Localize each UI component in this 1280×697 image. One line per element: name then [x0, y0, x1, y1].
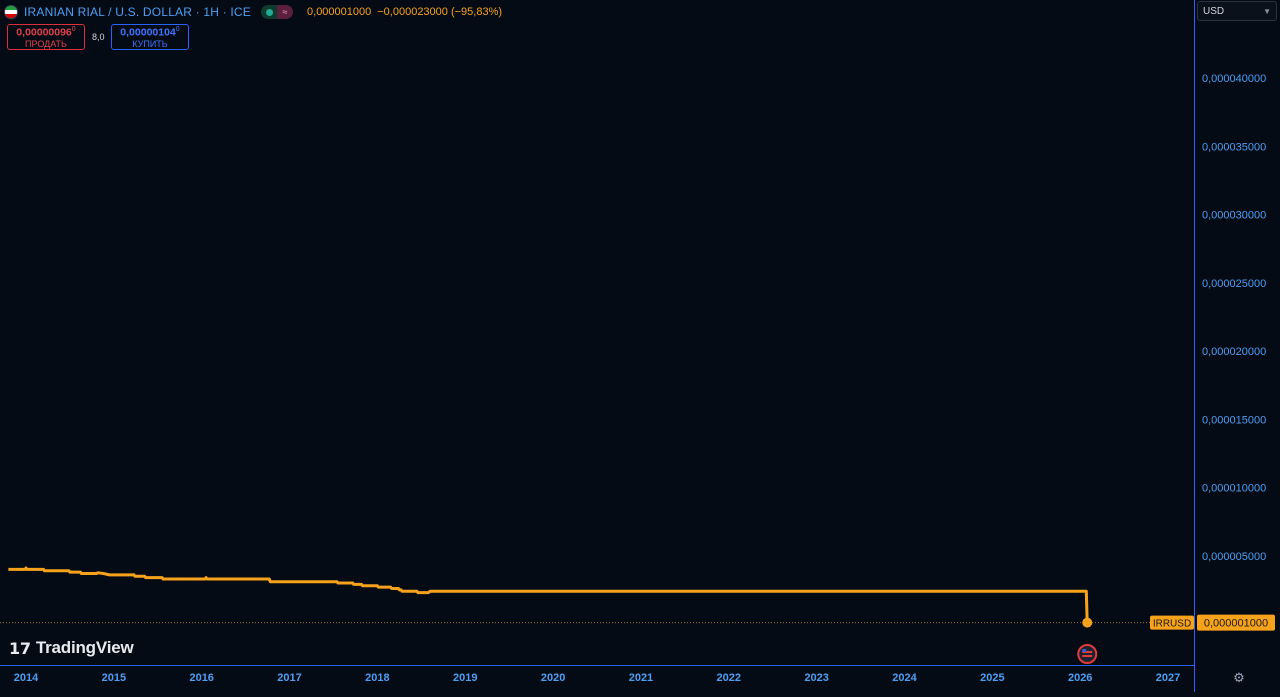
x-tick-label: 2022 [717, 672, 741, 684]
sell-price-sup: 0 [71, 25, 76, 33]
buy-price: 0,000001040 [120, 25, 180, 39]
last-price: 0,000001000 [307, 6, 372, 18]
wave-icon: ≈ [277, 5, 294, 19]
x-tick-label: 2024 [892, 672, 917, 684]
y-tick-label: 0,000005000 [1202, 551, 1266, 563]
x-tick-label: 2015 [102, 672, 126, 684]
tradingview-logo-icon: 17 [9, 638, 31, 658]
symbol-tag-label: IRRUSD [1153, 619, 1191, 630]
series-line[interactable] [8, 566, 1089, 623]
spread-value: 8,0 [92, 32, 105, 42]
y-tick-label: 0,000035000 [1202, 141, 1266, 153]
us-flag-event-icon[interactable] [1077, 644, 1098, 664]
price-change: −0,000023000 (−95,83%) [377, 6, 503, 18]
currency-select[interactable]: USD ▼ [1197, 1, 1277, 21]
y-tick-label: 0,000015000 [1202, 414, 1266, 426]
y-tick-label: 0,000025000 [1202, 278, 1266, 290]
tradingview-logo-text: TradingView [35, 638, 134, 657]
x-tick-label: 2019 [453, 672, 477, 684]
x-tick-label: 2025 [980, 672, 1004, 684]
market-open-indicator [261, 5, 278, 19]
settings-icon[interactable]: ⚙ [1233, 670, 1245, 685]
last-value-tag [1197, 614, 1275, 631]
y-tick-label: 0,000030000 [1202, 210, 1266, 222]
x-tick-label: 2020 [541, 672, 565, 684]
x-tick-label: 2027 [1156, 672, 1180, 684]
x-tick-label: 2017 [277, 672, 301, 684]
sell-label: ПРОДАТЬ [25, 39, 67, 50]
symbol-title[interactable]: IRANIAN RIAL / U.S. DOLLAR · 1H · ICE [24, 5, 252, 19]
x-tick-label: 2014 [14, 672, 39, 684]
y-tick-label: 0,000010000 [1202, 483, 1266, 495]
x-tick-label: 2021 [629, 672, 653, 684]
y-tick-label: 0,000020000 [1202, 346, 1266, 358]
sell-button[interactable]: 0,000000960 ПРОДАТЬ [7, 24, 85, 50]
symbol-header: IRANIAN RIAL / U.S. DOLLAR · 1H · ICE ≈ … [4, 3, 502, 21]
tradingview-logo[interactable]: 17 TradingView [9, 638, 134, 658]
buy-price-sup: 0 [175, 25, 180, 33]
sell-price: 0,000000960 [16, 25, 76, 39]
x-tick-label: 2023 [804, 672, 828, 684]
x-tick-label: 2016 [189, 672, 213, 684]
buy-label: КУПИТЬ [132, 39, 168, 50]
chevron-down-icon: ▼ [1263, 6, 1271, 16]
last-value-label: 0,000001000 [1204, 618, 1268, 630]
symbol-tag [1150, 615, 1194, 630]
y-tick-label: 0,000040000 [1202, 73, 1266, 85]
x-tick-label: 2018 [365, 672, 389, 684]
status-dot-icon [265, 8, 273, 16]
currency-value: USD [1203, 5, 1225, 17]
iran-flag-icon [4, 5, 18, 19]
last-point-marker[interactable] [1082, 617, 1093, 628]
x-tick-label: 2026 [1068, 672, 1092, 684]
market-status[interactable]: ≈ [261, 5, 294, 19]
buy-button[interactable]: 0,000001040 КУПИТЬ [111, 24, 189, 50]
